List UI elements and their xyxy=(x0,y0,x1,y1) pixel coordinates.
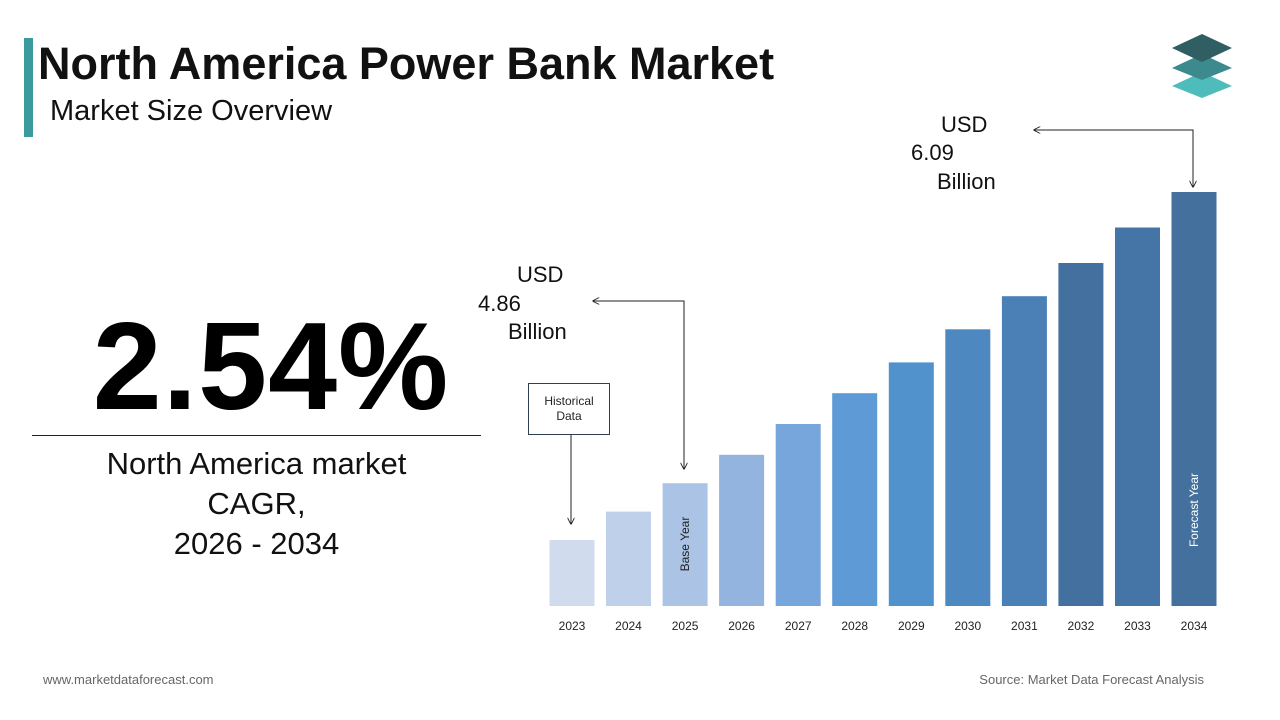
bar-label-2025: Base Year xyxy=(678,517,692,572)
x-tick-2030: 2030 xyxy=(954,619,981,633)
bar-2032 xyxy=(1058,263,1104,606)
footer-source: Source: Market Data Forecast Analysis xyxy=(979,672,1204,687)
bar-2030 xyxy=(945,329,991,606)
historical-data-box: Historical Data xyxy=(528,383,610,435)
page-subtitle: Market Size Overview xyxy=(50,95,333,127)
footer-website: www.marketdataforecast.com xyxy=(43,672,214,687)
x-tick-2032: 2032 xyxy=(1068,619,1095,633)
base-callout-currency: USD xyxy=(517,262,564,287)
historical-data-line2: Data xyxy=(556,409,582,423)
base-callout-value: 4.86 xyxy=(478,291,521,316)
bar-2025 xyxy=(662,483,708,606)
x-tick-2034: 2034 xyxy=(1181,619,1208,633)
bar-2034 xyxy=(1171,192,1217,606)
title-accent-bar xyxy=(24,38,33,137)
forecast-year-arrow xyxy=(1034,130,1193,187)
chart-bar-labels: Base Year Forecast Year xyxy=(678,473,1201,571)
x-tick-2028: 2028 xyxy=(841,619,868,633)
cagr-label-line3: 2026 - 2034 xyxy=(173,526,340,561)
bar-label-2034: Forecast Year xyxy=(1187,473,1201,547)
chart-x-tick-labels: 2023 2024 2025 2026 2027 2028 2029 2030 2031 2032… xyxy=(559,619,1208,633)
bar-2029 xyxy=(888,362,934,606)
cagr-label-line2: CAGR, xyxy=(207,486,306,521)
bar-2031 xyxy=(1001,296,1047,606)
page-title: North America Power Bank Market xyxy=(38,38,775,89)
chart-bars xyxy=(549,192,1217,606)
forecast-callout-unit: Billion xyxy=(937,169,996,194)
x-tick-2026: 2026 xyxy=(728,619,755,633)
bar-2026 xyxy=(719,454,765,606)
bar-2027 xyxy=(775,424,821,606)
x-tick-2033: 2033 xyxy=(1124,619,1151,633)
cagr-label-line1: North America market xyxy=(106,446,407,481)
bar-2024 xyxy=(606,511,651,606)
forecast-callout-value: 6.09 xyxy=(911,140,954,165)
logo-layer-middle xyxy=(1172,54,1232,80)
bar-2023 xyxy=(549,540,595,606)
x-tick-2031: 2031 xyxy=(1011,619,1038,633)
x-tick-2024: 2024 xyxy=(615,619,642,633)
cagr-value: 2.54% xyxy=(92,298,450,436)
cagr-label: North America market CAGR, 2026 - 2034 xyxy=(32,444,481,564)
x-tick-2029: 2029 xyxy=(898,619,925,633)
bar-2028 xyxy=(832,393,878,606)
stacked-layers-icon xyxy=(1172,34,1232,98)
x-tick-2023: 2023 xyxy=(559,619,586,633)
base-callout-unit: Billion xyxy=(508,319,567,344)
logo-layer-bottom xyxy=(1172,72,1232,98)
logo-layer-top xyxy=(1172,34,1232,62)
x-tick-2025: 2025 xyxy=(672,619,699,633)
x-tick-2027: 2027 xyxy=(785,619,812,633)
historical-data-line1: Historical xyxy=(544,394,594,408)
base-year-arrow xyxy=(593,301,684,469)
forecast-callout-currency: USD xyxy=(941,112,988,137)
cagr-divider xyxy=(32,435,481,436)
bar-2033 xyxy=(1115,227,1160,606)
